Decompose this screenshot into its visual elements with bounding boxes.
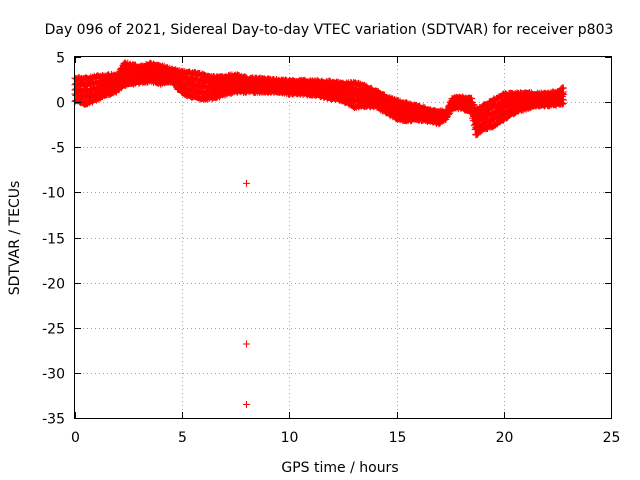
y-tick-label: -10: [42, 186, 65, 202]
x-tick-label: 5: [178, 430, 187, 446]
x-axis-label: GPS time / hours: [281, 460, 398, 476]
outlier-point: [243, 400, 251, 408]
data-point: [558, 85, 566, 93]
y-tick-label: 0: [56, 96, 65, 112]
y-tick-label: -30: [42, 367, 65, 383]
x-tick-label: 20: [496, 430, 514, 446]
axis-ticks: 0 5 10 15 20 25 5 0 -5 -10 -15 -20 -25 -30 -35: [42, 51, 620, 447]
x-tick-label: 15: [389, 430, 407, 446]
plot-frame: [74, 56, 612, 419]
data-point: [469, 101, 477, 109]
data-point: [468, 95, 476, 103]
outlier-point: [243, 179, 251, 187]
x-tick-label: 10: [281, 430, 299, 446]
chart-title: Day 096 of 2021, Sidereal Day-to-day VTE…: [45, 22, 614, 38]
data-point: [470, 101, 478, 109]
x-tick-label: 0: [71, 430, 80, 446]
grid-lines: [75, 57, 611, 418]
data-point: [559, 84, 567, 92]
y-tick-label: -35: [42, 412, 65, 428]
y-tick-label: -25: [42, 322, 65, 338]
y-axis-label: SDTVAR / TECUs: [7, 181, 23, 296]
outlier-point: [243, 340, 251, 348]
y-tick-label: -5: [51, 141, 65, 157]
x-tick-label: 25: [603, 430, 621, 446]
y-tick-label: -15: [42, 232, 65, 248]
data-points: [71, 59, 567, 408]
y-tick-label: 5: [56, 51, 65, 67]
y-tick-label: -20: [42, 277, 65, 293]
